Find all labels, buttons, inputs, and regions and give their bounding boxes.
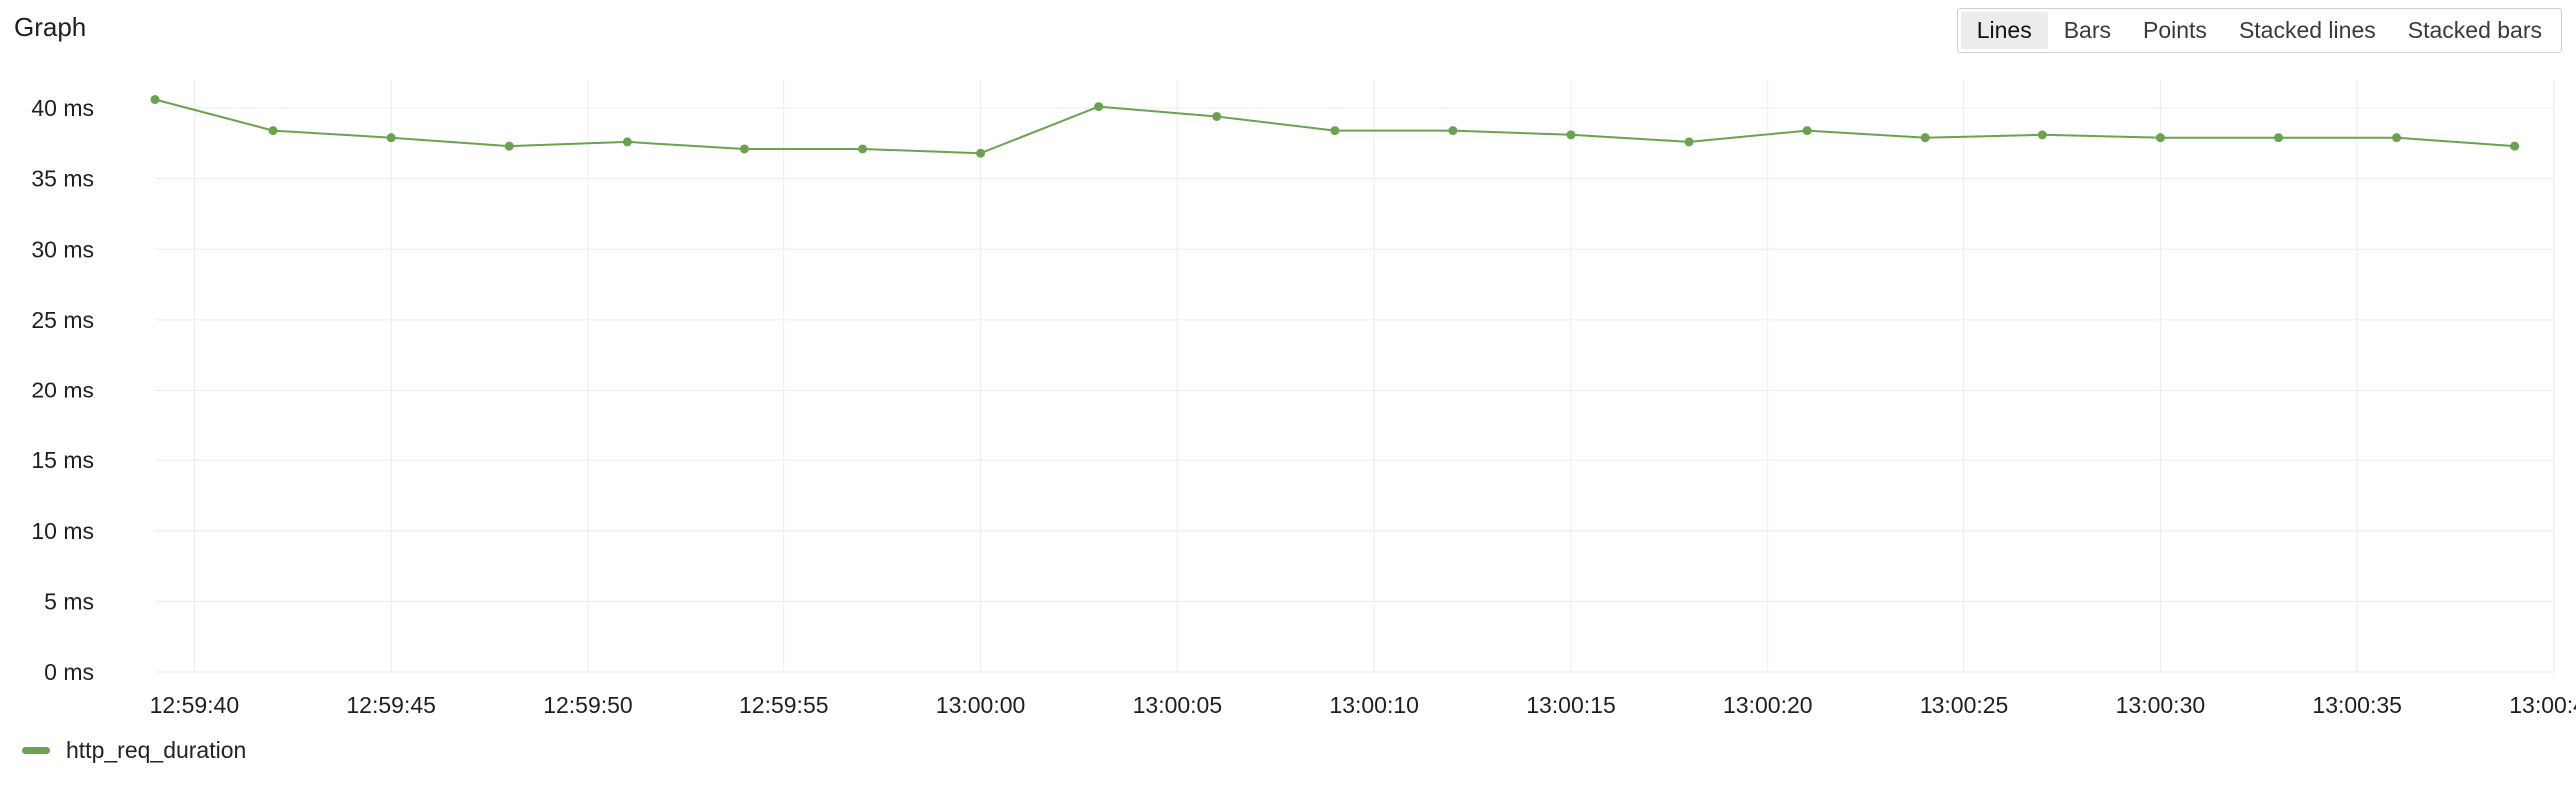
mode-stacked-lines-button[interactable]: Stacked lines <box>2238 17 2376 43</box>
y-tick-label: 40 ms <box>31 95 94 121</box>
data-point <box>1330 126 1340 136</box>
legend[interactable]: http_req_duration <box>22 737 246 764</box>
x-tick-label: 13:00:40 <box>2509 692 2576 718</box>
x-tick-label: 12:59:55 <box>739 692 829 718</box>
x-tick-label: 12:59:50 <box>543 692 633 718</box>
data-point <box>386 133 396 143</box>
x-tick-label: 13:00:05 <box>1133 692 1223 718</box>
display-mode-toggle: Lines Bars Points Stacked lines Stacked … <box>1956 8 2562 53</box>
data-point <box>739 144 749 154</box>
y-tick-label: 20 ms <box>31 378 94 403</box>
y-tick-label: 30 ms <box>31 236 94 262</box>
panel-title: Graph <box>14 12 87 42</box>
data-point <box>2273 133 2283 143</box>
x-tick-label: 13:00:25 <box>1920 692 2009 718</box>
data-point <box>268 126 278 136</box>
y-tick-label: 10 ms <box>31 518 94 544</box>
data-point <box>504 141 514 151</box>
y-tick-label: 5 ms <box>44 588 94 614</box>
data-point <box>2037 130 2047 140</box>
x-tick-label: 13:00:10 <box>1329 692 1419 718</box>
data-point <box>150 95 160 105</box>
legend-label: http_req_duration <box>66 737 247 763</box>
y-tick-label: 15 ms <box>31 447 94 473</box>
data-point <box>2392 133 2402 143</box>
line-chart: 0 ms 5 ms 10 ms 15 ms 20 ms 25 ms 30 ms 35 ms 40… <box>31 80 2576 718</box>
data-point <box>1920 133 1930 143</box>
x-tick-label: 13:00:30 <box>2116 692 2206 718</box>
data-point <box>1566 130 1576 140</box>
data-point <box>2155 133 2165 143</box>
data-point <box>976 148 986 158</box>
mode-points-button[interactable]: Points <box>2143 17 2207 43</box>
data-point <box>857 144 867 154</box>
x-tick-label: 13:00:35 <box>2312 692 2402 718</box>
x-tick-label: 13:00:00 <box>936 692 1026 718</box>
mode-stacked-bars-button[interactable]: Stacked bars <box>2407 17 2542 43</box>
y-tick-label: 0 ms <box>44 659 94 685</box>
mode-bars-button[interactable]: Bars <box>2063 17 2111 43</box>
data-point <box>1094 102 1104 112</box>
data-point <box>2510 141 2520 151</box>
x-tick-label: 12:59:45 <box>346 692 436 718</box>
mode-lines-button[interactable]: Lines <box>1960 12 2048 49</box>
y-tick-label: 35 ms <box>31 166 94 192</box>
data-point <box>1684 137 1694 147</box>
y-tick-label: 25 ms <box>31 307 94 333</box>
x-tick-label: 12:59:40 <box>150 692 240 718</box>
legend-swatch <box>22 747 50 754</box>
x-tick-label: 13:00:15 <box>1526 692 1616 718</box>
data-point <box>1802 126 1812 136</box>
data-point <box>622 137 632 147</box>
data-point <box>1212 111 1222 121</box>
data-point <box>1448 126 1458 136</box>
x-tick-label: 13:00:20 <box>1723 692 1813 718</box>
